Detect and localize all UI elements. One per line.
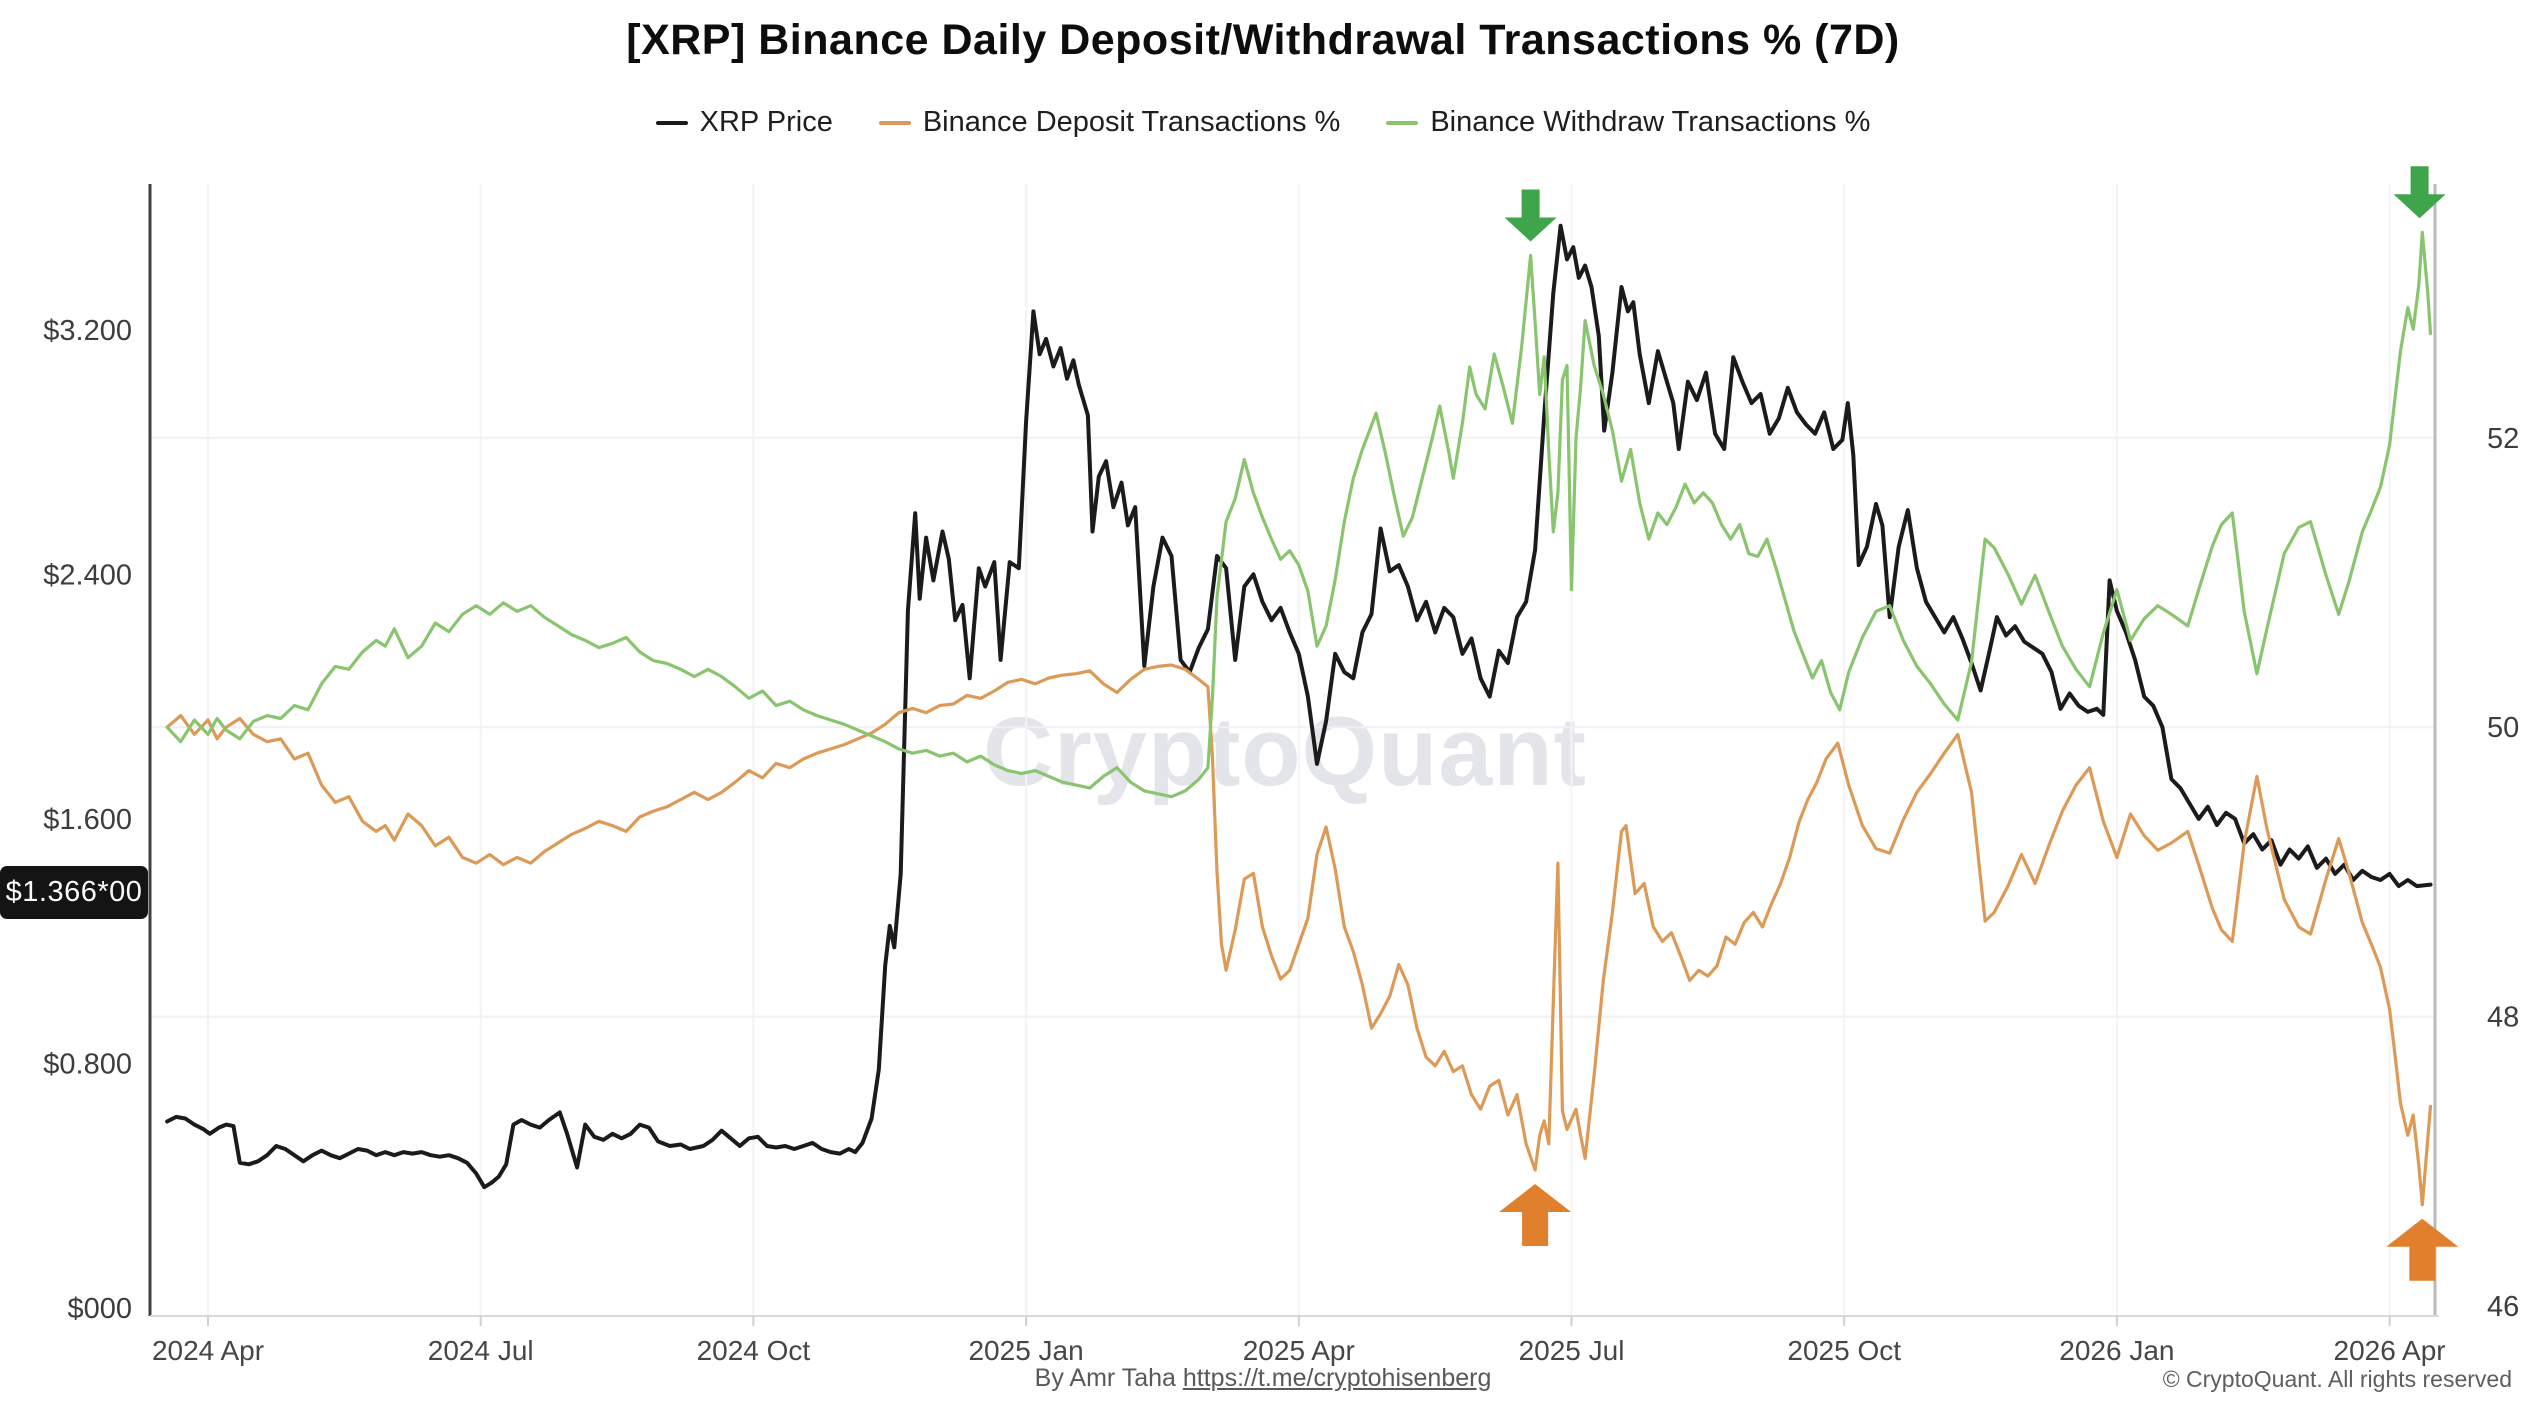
x-axis-label: 2026 Jan <box>2059 1335 2174 1366</box>
byline: By Amr Taha https://t.me/cryptohisenberg <box>1035 1364 1492 1393</box>
deposit-swatch-icon <box>878 120 911 125</box>
x-axis-label: 2025 Jul <box>1519 1335 1625 1366</box>
arrow-down-icon-withdraw-peak-arrow-2 <box>2393 166 2446 219</box>
price-axis-label: $3.200 <box>43 315 132 347</box>
byline-text: By Amr Taha <box>1034 1364 1183 1392</box>
percent-axis-label: 46 <box>2487 1291 2519 1323</box>
price-axis-label: $000 <box>67 1293 132 1325</box>
arrow-up-icon-deposit-trough-arrow-2 <box>2386 1218 2459 1281</box>
arrow-up-icon-deposit-trough-arrow-1 <box>1499 1184 1572 1246</box>
x-axis-label: 2025 Oct <box>1787 1335 1901 1366</box>
price-axis-label: $0.800 <box>43 1048 132 1080</box>
arrow-down-icon-withdraw-peak-arrow-1 <box>1504 189 1557 242</box>
price-axis-label: $1.600 <box>43 804 132 836</box>
legend-label: XRP Price <box>699 106 833 138</box>
x-axis-label: 2024 Apr <box>152 1335 264 1366</box>
legend-label: Binance Deposit Transactions % <box>922 106 1341 138</box>
x-axis-label: 2025 Apr <box>1243 1335 1355 1366</box>
series-line-binance-deposit-transactions- <box>165 663 2433 1207</box>
withdraw-swatch-icon <box>1386 120 1419 125</box>
percent-axis-label: 50 <box>2487 712 2519 744</box>
percent-axis-label: 52 <box>2487 423 2519 455</box>
legend-item-xrp-price: XRP Price <box>655 106 833 139</box>
legend-item-withdraw: Binance Withdraw Transactions % <box>1386 106 1870 139</box>
copyright: © CryptoQuant. All rights reserved <box>2162 1366 2512 1392</box>
price-axis-label: $2.400 <box>43 559 132 591</box>
legend: XRP Price Binance Deposit Transactions %… <box>0 106 2526 139</box>
xrp-price-swatch-icon <box>655 120 688 125</box>
chart-title: [XRP] Binance Daily Deposit/Withdrawal T… <box>626 16 1900 64</box>
x-axis-label: 2024 Oct <box>697 1335 811 1366</box>
legend-item-deposit: Binance Deposit Transactions % <box>878 106 1341 139</box>
percent-axis-label: 48 <box>2487 1002 2519 1034</box>
x-axis-label: 2024 Jul <box>428 1335 534 1366</box>
legend-label: Binance Withdraw Transactions % <box>1430 106 1871 138</box>
telegram-link[interactable]: https://t.me/cryptohisenberg <box>1182 1364 1492 1392</box>
current-price-badge: $1.366*00 <box>0 866 148 919</box>
series-line-binance-withdraw-transactions- <box>165 230 2433 799</box>
x-axis-label: 2026 Apr <box>2334 1335 2446 1366</box>
x-axis-label: 2025 Jan <box>968 1335 1083 1366</box>
series-line-xrp-price <box>165 223 2433 1190</box>
